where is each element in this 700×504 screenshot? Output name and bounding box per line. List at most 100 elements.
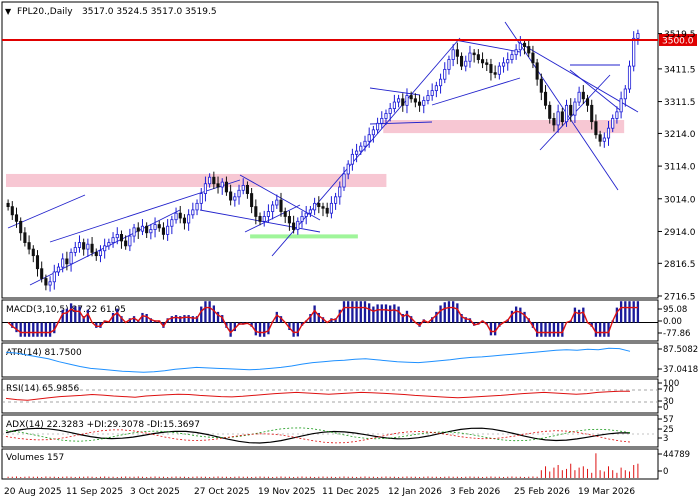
macd-bar	[120, 316, 123, 323]
candle-down	[94, 251, 98, 257]
candle-down	[472, 52, 476, 56]
candle-up	[439, 78, 443, 87]
date-tick-label: 27 Oct 2025	[194, 487, 250, 497]
candle-up	[115, 234, 119, 239]
candle-down	[493, 72, 497, 75]
candle-up	[506, 59, 510, 64]
sub-tick-label: 37.0418	[663, 365, 698, 375]
main-panel-frame	[1, 1, 659, 299]
date-tick-label: 12 Jan 2026	[388, 487, 442, 497]
atr-layer	[5, 347, 631, 373]
trend-line	[431, 77, 521, 106]
candle-down	[229, 191, 233, 201]
macd-bar	[544, 322, 547, 337]
candle-up	[615, 111, 619, 119]
candle-up	[266, 211, 270, 217]
green-zone	[250, 234, 358, 239]
candle-up	[367, 134, 371, 142]
volume-title: Volumes 157	[6, 453, 64, 463]
candle-down	[27, 242, 31, 250]
candle-down	[178, 212, 182, 219]
candle-down	[594, 121, 598, 136]
macd-bar	[594, 322, 598, 337]
macd-bar	[338, 309, 341, 323]
macd-bar	[229, 322, 232, 337]
volume-panel-frame	[1, 448, 659, 480]
macd-bar	[82, 316, 85, 323]
macd-bar	[296, 322, 299, 337]
candle-down	[6, 202, 10, 208]
candle-down	[590, 104, 594, 123]
candle-up	[304, 212, 308, 217]
candle-up	[77, 242, 82, 248]
macd-bar	[636, 301, 640, 323]
candle-down	[489, 64, 493, 74]
trend-line	[504, 21, 619, 191]
macd-bar	[254, 322, 257, 336]
price-tick-label: 3311.5	[664, 98, 696, 108]
candle-up	[170, 219, 174, 227]
macd-bar	[313, 305, 316, 323]
candle-down	[19, 220, 23, 234]
sub-tick-label: 30	[663, 397, 674, 407]
candle-up	[262, 216, 266, 222]
candle-down	[552, 117, 556, 126]
candle-down	[65, 258, 69, 265]
candle-down	[124, 240, 128, 247]
ohlc-label: 3517.0 3524.5 3517.0 3519.5	[82, 7, 217, 17]
macd-bar	[607, 322, 610, 337]
volume-layer	[7, 453, 639, 478]
macd-bar	[11, 322, 14, 328]
macd-bar	[99, 322, 102, 328]
candle-down	[119, 234, 124, 242]
date-tick-label: 20 Aug 2025	[4, 487, 62, 497]
level-label: 3500.0	[662, 36, 694, 46]
sub-tick-label: 70	[663, 385, 674, 395]
macd-bar	[489, 322, 493, 336]
symbol-label: FPL20.,Daily	[17, 7, 73, 17]
macd-bar	[183, 315, 186, 323]
price-tick-label: 2716.5	[664, 293, 696, 303]
macd-bar	[393, 304, 396, 323]
candle-up	[397, 98, 401, 103]
macd-bar	[452, 301, 455, 323]
macd-bar	[401, 314, 404, 323]
candle-up	[611, 117, 615, 129]
candle-up	[380, 117, 384, 124]
price-tick-label: 2816.5	[664, 260, 696, 270]
candle-down	[531, 52, 535, 64]
candle-down	[136, 227, 140, 232]
macd-bar	[208, 301, 211, 323]
trend-line	[454, 39, 521, 53]
candle-up	[187, 214, 191, 224]
macd-bar	[548, 322, 551, 337]
collapse-arrow-icon[interactable]: ▼	[5, 7, 12, 16]
candle-down	[245, 184, 249, 194]
candle-down	[216, 183, 220, 188]
candle-up	[443, 68, 447, 80]
sub-tick-label: -77.86	[663, 329, 690, 339]
sub-tick-label: 0	[663, 467, 668, 477]
level-label-bg	[659, 33, 697, 46]
candle-up	[69, 251, 73, 265]
macd-bar	[279, 316, 283, 323]
candle-up	[111, 237, 115, 243]
macd-bar	[519, 307, 522, 323]
price-tick-label: 3214.0	[664, 130, 696, 140]
macd-bar	[149, 318, 153, 323]
macd-bar	[334, 318, 337, 323]
candle-up	[371, 129, 375, 136]
candle-down	[279, 199, 283, 212]
macd-bar	[263, 322, 266, 337]
candle-up	[422, 100, 426, 106]
price-tick-label: 3411.5	[664, 65, 696, 75]
candle-down	[23, 232, 27, 243]
date-tick-label: 19 Nov 2025	[258, 487, 316, 497]
macd-bar	[111, 312, 115, 323]
rsi-line	[5, 390, 630, 401]
macd-bar	[628, 301, 631, 323]
candle-down	[539, 78, 543, 93]
macd-bar	[556, 322, 560, 337]
candle-up	[56, 266, 61, 273]
